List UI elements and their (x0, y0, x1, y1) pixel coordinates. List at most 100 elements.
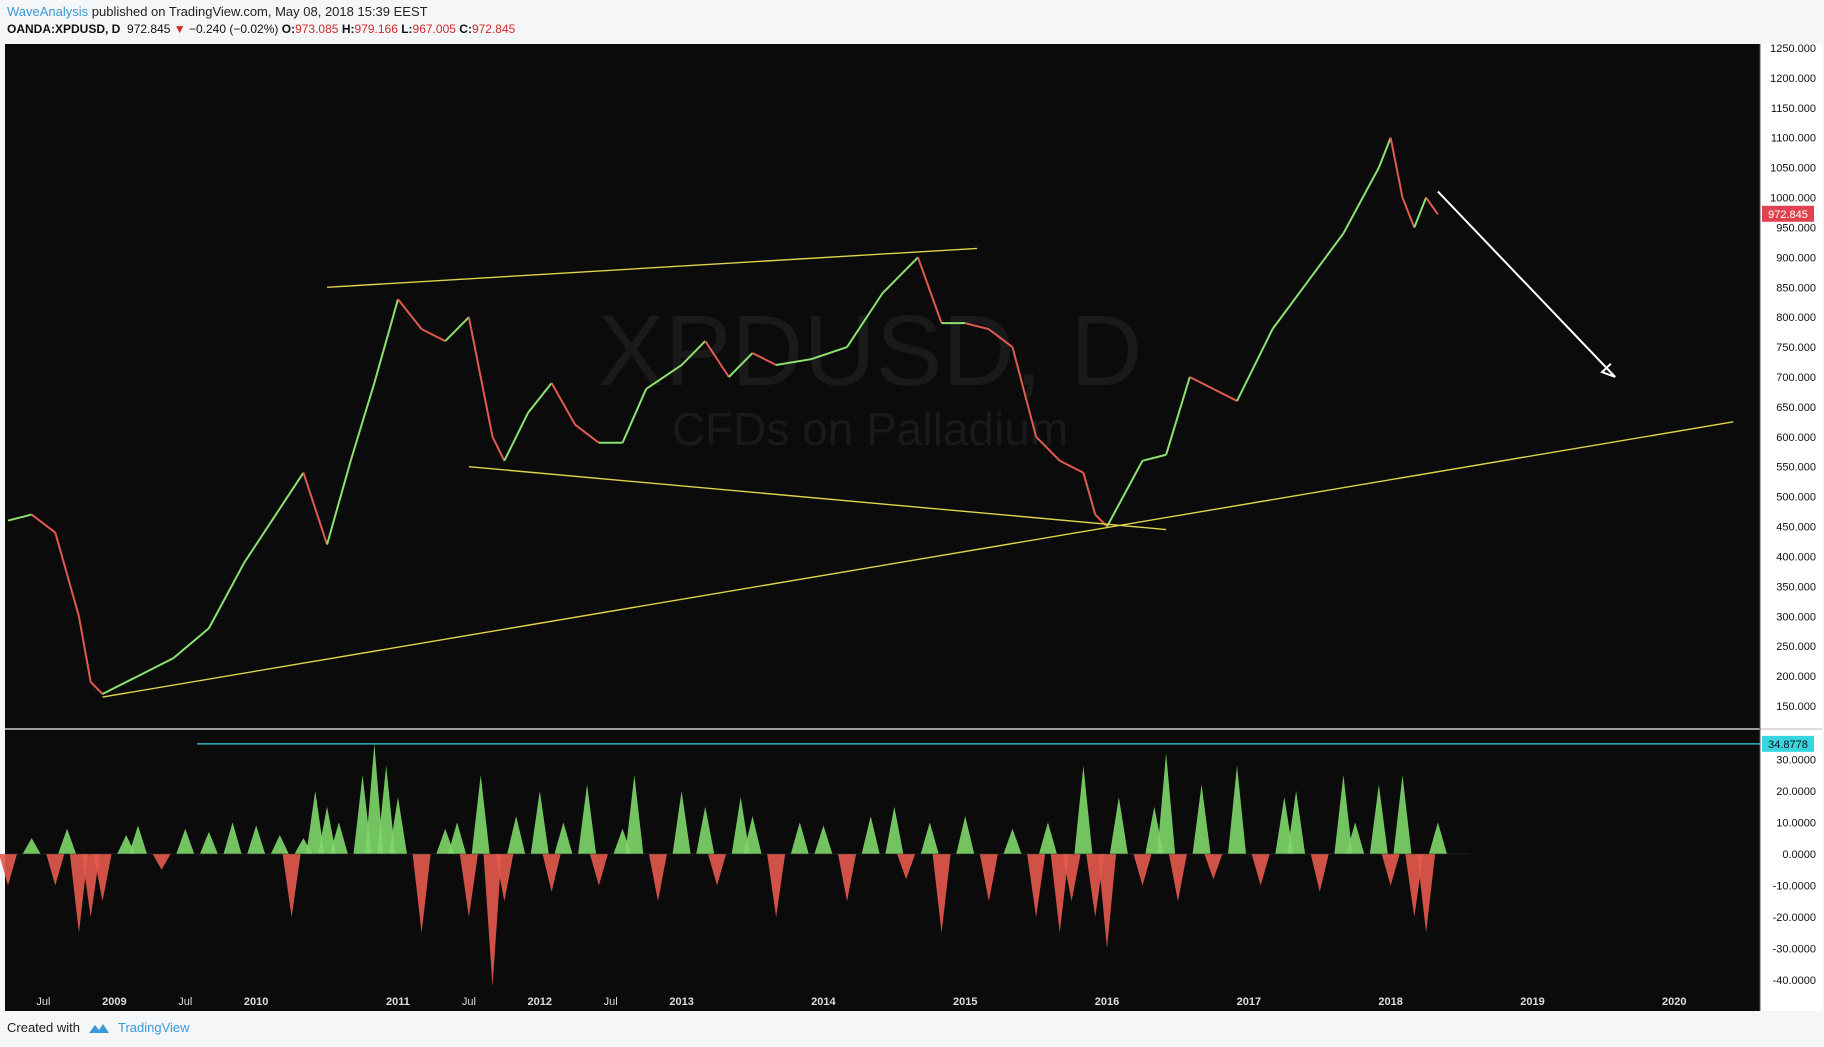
price-segment (1413, 197, 1428, 228)
histogram-bar (377, 765, 396, 854)
price-segment (752, 352, 777, 366)
histogram-bar (530, 790, 549, 854)
histogram-bar (247, 825, 266, 854)
price-segment (811, 346, 848, 361)
oscillator-tick-label: 20.0000 (1776, 786, 1816, 798)
histogram-bar (932, 853, 951, 933)
price-tick-label: 1250.000 (1770, 43, 1816, 55)
price-tick-label: 500.000 (1776, 492, 1816, 504)
price-tick-label: 1100.000 (1771, 133, 1816, 145)
histogram-bar (1369, 784, 1388, 854)
histogram-bar (1109, 797, 1128, 854)
time-tick-label: 2012 (528, 996, 552, 1008)
price-segment (1377, 137, 1392, 169)
price-tick-label: 150.000 (1776, 701, 1816, 713)
histogram-bar (554, 822, 573, 854)
histogram-bar (306, 790, 325, 854)
price-segment (550, 382, 577, 426)
tradingview-link[interactable]: TradingView (117, 1020, 190, 1035)
histogram-bar (1192, 784, 1211, 854)
histogram-bar (69, 853, 88, 933)
price-segment (31, 513, 56, 534)
histogram-bar (979, 853, 998, 902)
price-scale[interactable] (1760, 44, 1822, 1011)
histogram-bar (1405, 853, 1424, 918)
histogram-bar (1417, 853, 1436, 933)
price-segment (1106, 460, 1144, 528)
histogram-bar (0, 853, 17, 886)
time-tick-label: 2011 (386, 996, 410, 1008)
price-segment (326, 460, 352, 545)
price-tick-label: 900.000 (1776, 252, 1816, 264)
price-segment (1271, 280, 1309, 330)
price-segment (208, 561, 246, 629)
histogram-bar (1310, 853, 1329, 892)
histogram-bar (542, 853, 561, 892)
price-segment (102, 675, 139, 695)
price-series (7, 137, 1439, 695)
level-value-label: 34.8778 (1768, 739, 1808, 751)
time-tick-label: 2016 (1095, 996, 1119, 1008)
price-segment (1059, 459, 1084, 474)
histogram-bar (448, 822, 467, 854)
price-segment (444, 316, 470, 342)
low-value: 967.005 (412, 22, 456, 36)
oscillator-tick-label: -40.0000 (1773, 975, 1816, 987)
price-tick-label: 600.000 (1776, 432, 1816, 444)
trendline (468, 466, 1167, 531)
histogram-bar (1275, 797, 1294, 854)
price-segment (1082, 472, 1097, 515)
histogram-bar (199, 831, 218, 854)
histogram-bar (483, 853, 502, 987)
trendline (102, 421, 1734, 698)
histogram-bar (1393, 775, 1412, 854)
price-segment (621, 388, 648, 444)
price-tick-label: 950.000 (1776, 222, 1816, 234)
histogram-bar (743, 816, 762, 854)
price-segment (491, 436, 506, 462)
author-link[interactable]: WaveAnalysis (7, 4, 89, 19)
chart-canvas[interactable]: XPDUSD, D CFDs on Palladium 1250.0001200… (0, 40, 1824, 1012)
trendline (327, 247, 978, 288)
price-change: −0.240 (−0.02%) (188, 22, 279, 36)
histogram-bar (282, 853, 301, 918)
histogram-bar (412, 853, 431, 933)
price-segment (905, 256, 919, 271)
histogram-bar (365, 743, 384, 854)
price-segment (704, 340, 730, 378)
histogram-bar (731, 797, 750, 854)
histogram-bar (1346, 822, 1365, 854)
price-segment (421, 328, 446, 343)
histogram-bar (1334, 775, 1353, 854)
oscillator-tick-label: -30.0000 (1773, 944, 1816, 956)
price-tick-label: 300.000 (1776, 611, 1816, 623)
price-segment (645, 364, 683, 390)
price-tick-label: 1050.000 (1770, 163, 1816, 175)
price-segment (397, 298, 423, 330)
open-value: 973.085 (295, 22, 339, 36)
histogram-bar (1027, 853, 1046, 918)
time-tick-label: 2019 (1520, 996, 1544, 1008)
histogram-bar (578, 784, 597, 854)
price-tick-label: 550.000 (1776, 462, 1816, 474)
histogram-bar (318, 806, 337, 854)
histogram-bar (861, 816, 880, 854)
tradingview-logo-icon (88, 1023, 109, 1033)
histogram-bar (93, 853, 112, 902)
histogram-bar (1098, 853, 1117, 949)
price-segment (1011, 346, 1038, 438)
histogram-bar (956, 816, 975, 854)
last-price: 972.845 (127, 22, 171, 36)
price-segment (278, 472, 305, 510)
oscillator-axis-ticks: 30.0000 20.0000 10.0000 0.0000 -10.0000 -20.0… (1773, 754, 1816, 987)
price-segment (243, 508, 281, 563)
price-tick-label: 350.000 (1776, 581, 1816, 593)
histogram-bar (1050, 853, 1069, 933)
histogram-bar (436, 828, 455, 854)
price-segment (172, 627, 210, 659)
histogram-bar (885, 806, 904, 854)
price-segment (1189, 376, 1214, 390)
price-segment (680, 340, 706, 366)
price-segment (728, 352, 754, 378)
histogram-bar (1228, 765, 1247, 854)
